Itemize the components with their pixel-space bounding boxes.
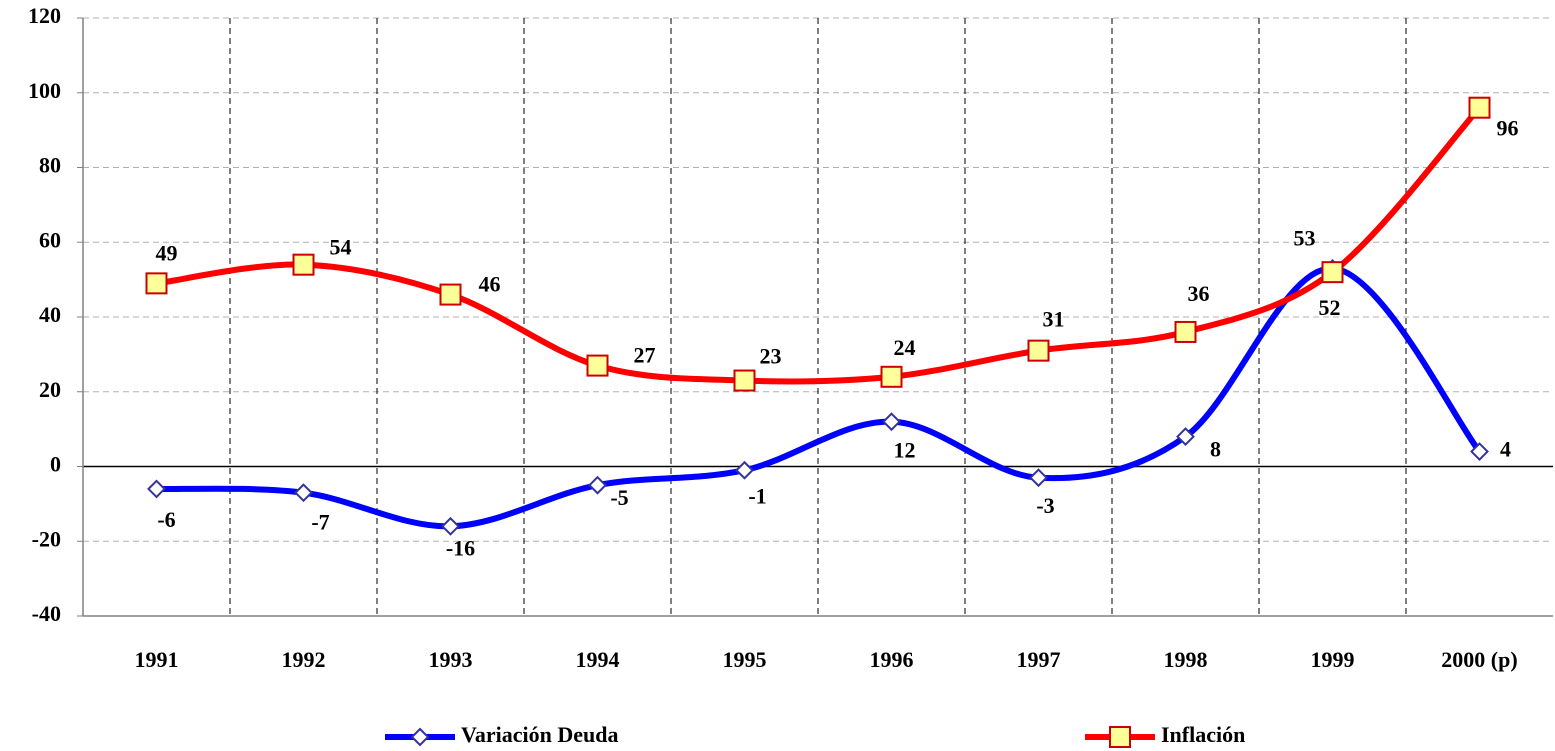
data-point	[735, 460, 754, 480]
data-label: -6	[157, 507, 175, 532]
data-point	[1027, 339, 1050, 362]
y-tick-label: 80	[39, 153, 61, 178]
data-label: 8	[1210, 437, 1221, 462]
x-tick-label: 1995	[723, 647, 767, 672]
data-point	[441, 516, 460, 536]
data-label: 96	[1497, 116, 1519, 141]
x-tick-label: 1994	[576, 647, 620, 672]
data-point	[294, 483, 313, 503]
x-tick-label: 1991	[135, 647, 179, 672]
series-line	[156, 105, 1482, 385]
data-label: 4	[1500, 437, 1511, 462]
data-point	[586, 354, 609, 377]
data-point	[1468, 96, 1491, 119]
data-point	[1176, 427, 1195, 447]
data-label: 24	[894, 335, 916, 360]
y-tick-label: 120	[28, 3, 61, 28]
data-point	[147, 479, 166, 499]
data-label: 36	[1188, 281, 1210, 306]
data-label: 52	[1319, 295, 1341, 320]
x-tick-label: 1993	[429, 647, 473, 672]
data-label: 54	[330, 235, 352, 260]
data-label: -7	[311, 510, 329, 535]
data-label: -3	[1036, 493, 1054, 518]
data-point	[1029, 468, 1048, 488]
legend-label: Variación Deuda	[461, 722, 618, 747]
data-point	[882, 412, 901, 432]
y-tick-label: 20	[39, 377, 61, 402]
x-tick-label: 1997	[1017, 647, 1061, 672]
data-point	[588, 475, 607, 495]
data-label: 23	[760, 344, 782, 369]
data-label: 31	[1043, 307, 1065, 332]
legend-marker	[410, 727, 430, 747]
x-tick-label: 1992	[282, 647, 326, 672]
series-line	[156, 265, 1482, 530]
data-label: 53	[1294, 225, 1316, 250]
data-label: 46	[479, 272, 501, 297]
y-tick-label: 40	[39, 302, 61, 327]
data-label: 27	[634, 343, 656, 368]
x-tick-label: 2000 (p)	[1441, 647, 1517, 672]
y-tick-label: -40	[32, 601, 61, 626]
y-tick-label: 60	[39, 227, 61, 252]
x-tick-label: 1999	[1311, 647, 1355, 672]
data-point	[1321, 261, 1344, 284]
y-tick-label: 100	[28, 78, 61, 103]
y-tick-label: -20	[32, 526, 61, 551]
data-point	[439, 283, 462, 306]
data-label: -5	[610, 485, 628, 510]
data-point	[733, 369, 756, 392]
data-point	[1174, 320, 1197, 343]
data-point	[1470, 442, 1489, 461]
data-point	[880, 365, 903, 388]
data-label: 12	[894, 438, 916, 463]
legend-label: Inflación	[1161, 722, 1245, 747]
data-point	[292, 253, 315, 276]
x-tick-label: 1998	[1164, 647, 1208, 672]
data-label: -1	[748, 483, 766, 508]
legend-marker	[1109, 726, 1131, 748]
x-tick-label: 1996	[870, 647, 914, 672]
data-label: 49	[156, 240, 178, 265]
y-tick-label: 0	[50, 452, 61, 477]
data-point	[145, 272, 168, 295]
data-label: -16	[446, 535, 475, 560]
